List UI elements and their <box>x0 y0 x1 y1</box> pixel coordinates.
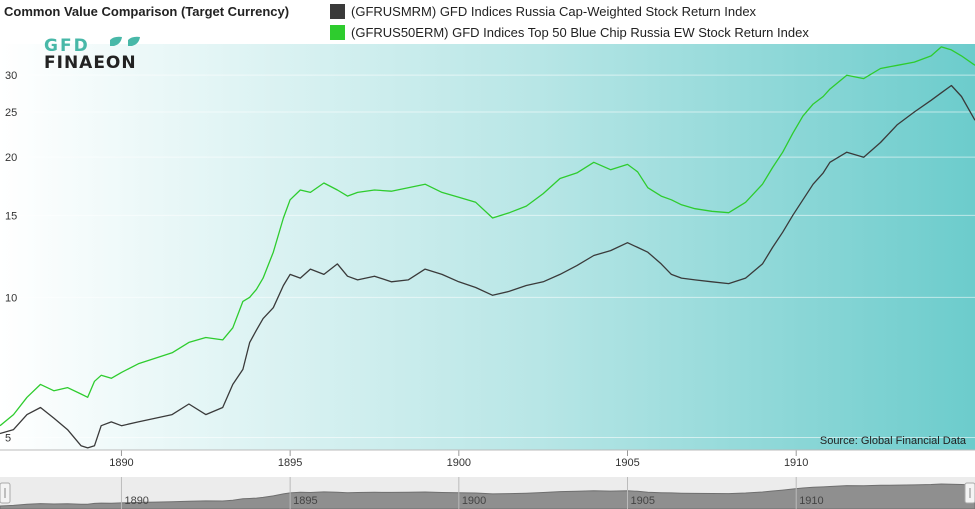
series-lines <box>0 46 975 449</box>
x-tick-label: 1900 <box>447 457 471 469</box>
plot-background <box>0 44 975 450</box>
navigator-tick-label: 1890 <box>124 495 148 507</box>
y-tick-label: 20 <box>5 152 17 164</box>
chart-title: Common Value Comparison (Target Currency… <box>4 4 290 19</box>
navigator-tick-label: 1895 <box>293 495 317 507</box>
x-tick-label: 1890 <box>109 457 133 469</box>
y-tick-label: 15 <box>5 210 17 222</box>
navigator-tick-label: 1910 <box>799 495 823 507</box>
source-label: Source: Global Financial Data <box>820 435 967 447</box>
svg-text:GFD: GFD <box>44 36 90 56</box>
legend-item-series2[interactable]: (GFRUS50ERM) GFD Indices Top 50 Blue Chi… <box>330 25 809 40</box>
navigator-tick-label: 1900 <box>462 495 486 507</box>
legend-swatch-series2 <box>330 25 345 40</box>
gfd-finaeon-logo: GFD FINAEON <box>44 36 140 70</box>
legend-label-series1: (GFRUSMRM) GFD Indices Russia Cap-Weight… <box>351 4 757 19</box>
x-tick-label: 1910 <box>784 457 808 469</box>
navigator[interactable]: 1890 1895 1900 1905 1910 <box>0 477 975 509</box>
x-tick-label: 1895 <box>278 457 302 469</box>
x-axis: 1890 1895 1900 1905 1910 <box>109 450 808 469</box>
navigator-tick-label: 1905 <box>631 495 655 507</box>
x-tick-label: 1905 <box>615 457 639 469</box>
navigator-series-area <box>0 483 975 509</box>
legend-swatch-series1 <box>330 4 345 19</box>
y-tick-label: 25 <box>5 107 17 119</box>
y-tick-label: 5 <box>5 432 11 444</box>
legend-item-series1[interactable]: (GFRUSMRM) GFD Indices Russia Cap-Weight… <box>330 4 756 19</box>
grid-lines <box>0 74 975 438</box>
navigator-ticks: 1890 1895 1900 1905 1910 <box>120 477 824 509</box>
y-axis: 5 10 15 20 25 30 <box>5 70 17 444</box>
series-line-2 <box>0 46 975 427</box>
y-tick-label: 30 <box>5 70 17 82</box>
svg-text:FINAEON: FINAEON <box>44 53 137 70</box>
legend-label-series2: (GFRUS50ERM) GFD Indices Top 50 Blue Chi… <box>351 25 809 40</box>
series-line-1 <box>0 84 975 449</box>
y-tick-label: 10 <box>5 292 17 304</box>
